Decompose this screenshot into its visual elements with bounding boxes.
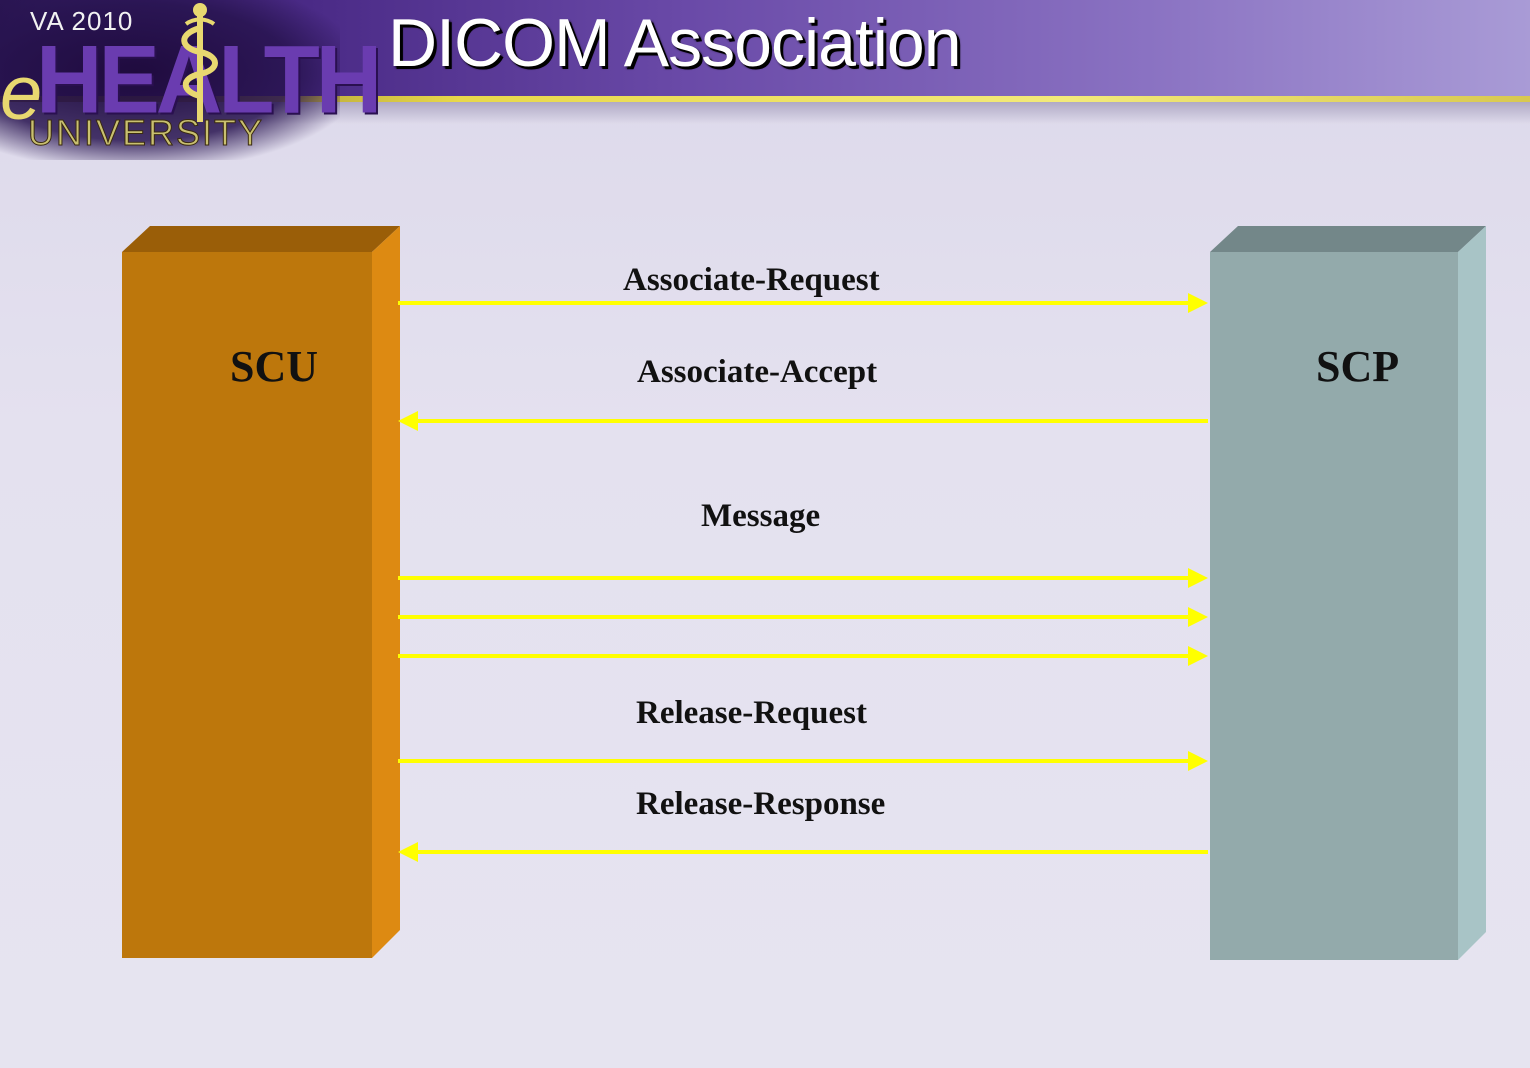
header-shadow — [0, 102, 1530, 124]
scu-box: SCU — [122, 226, 400, 958]
header-gold-band — [0, 96, 1530, 102]
logo-university-text: UNIVERSITY — [27, 112, 265, 154]
message-arrow-5 — [398, 646, 1208, 666]
message-arrow-1: Associate-Request — [398, 262, 1208, 313]
slide-title: DICOM Association — [388, 5, 962, 81]
scu-box-front — [122, 252, 372, 958]
scp-box: SCP — [1210, 226, 1486, 960]
logo-va-2010-text: VA 2010 — [30, 6, 134, 36]
scu-box-side — [372, 226, 400, 958]
arrow-left-icon — [398, 411, 418, 431]
message-label: Associate-Request — [623, 262, 880, 298]
message-label: Release-Request — [636, 695, 867, 731]
logo-health-text: HEALTH — [36, 26, 382, 134]
arrow-right-icon — [1188, 751, 1208, 771]
arrow-right-icon — [1188, 568, 1208, 588]
arrow-right-icon — [1188, 293, 1208, 313]
ehealth-university-logo: HEALTH VA 2010 e UNIVERSITY — [0, 0, 382, 160]
scp-box-front — [1210, 252, 1458, 960]
message-arrow-4 — [398, 607, 1208, 627]
scu-box-top — [122, 226, 400, 252]
scp-box-side — [1458, 226, 1486, 960]
scu-label: SCU — [230, 342, 318, 391]
message-arrow-3: Message — [398, 498, 1208, 588]
message-arrows: Associate-Request Associate-Accept Message… — [398, 262, 1208, 862]
caduceus-icon — [181, 3, 218, 122]
scp-label: SCP — [1316, 342, 1399, 391]
message-label: Release-Response — [636, 786, 885, 822]
scp-box-top — [1210, 226, 1486, 252]
message-label: Message — [701, 498, 820, 534]
logo-e-text: e — [0, 51, 43, 136]
message-arrow-7: Release-Response — [398, 786, 1208, 862]
arrow-left-icon — [398, 842, 418, 862]
message-arrow-6: Release-Request — [398, 695, 1208, 771]
arrow-right-icon — [1188, 646, 1208, 666]
message-arrow-2: Associate-Accept — [398, 354, 1208, 431]
arrow-right-icon — [1188, 607, 1208, 627]
message-label: Associate-Accept — [637, 354, 877, 390]
